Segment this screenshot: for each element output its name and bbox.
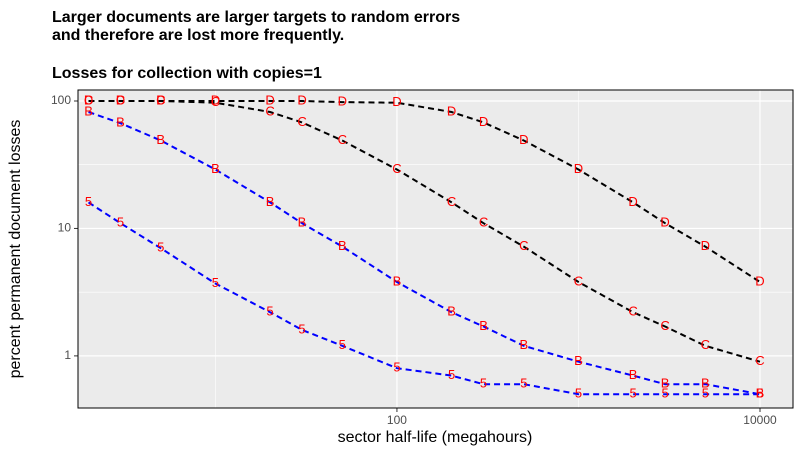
point-marker: 5	[157, 240, 164, 255]
y-tick-label: 1	[64, 348, 71, 362]
point-marker: B	[116, 115, 125, 130]
point-marker: D	[84, 92, 93, 107]
point-marker: 5	[629, 386, 636, 401]
point-marker: 5	[339, 337, 346, 352]
point-marker: 5	[520, 376, 527, 391]
point-marker: D	[479, 114, 488, 129]
point-marker: C	[297, 114, 306, 129]
point-marker: 5	[393, 360, 400, 375]
point-marker: C	[84, 92, 93, 107]
chart-subtitle: Losses for collection with copies=1	[52, 65, 322, 82]
y-tick-label: 100	[51, 93, 71, 107]
point-marker: D	[574, 161, 583, 176]
point-marker: B	[393, 273, 402, 288]
point-marker: B	[661, 376, 670, 391]
point-marker: C	[392, 161, 401, 176]
point-marker: 5	[85, 194, 92, 209]
x-tick-label: 10000	[743, 413, 777, 427]
point-marker: 5	[480, 376, 487, 391]
point-marker: B	[211, 161, 220, 176]
point-marker: B	[629, 367, 638, 382]
point-marker: B	[84, 103, 93, 118]
series-line	[88, 111, 761, 396]
point-marker: D	[211, 92, 220, 107]
point-marker: C	[447, 194, 456, 209]
point-marker: 5	[212, 275, 219, 290]
point-marker: C	[156, 92, 165, 107]
point-marker: D	[519, 132, 528, 147]
point-marker: C	[628, 304, 637, 319]
point-marker: 5	[575, 386, 582, 401]
point-marker: D	[755, 273, 764, 288]
point-marker: 5	[298, 321, 305, 336]
point-marker: 5	[448, 367, 455, 382]
point-marker: 5	[756, 386, 763, 401]
point-marker: D	[116, 92, 125, 107]
point-marker: D	[628, 194, 637, 209]
point-marker: 5	[117, 215, 124, 230]
plot-panel	[78, 90, 793, 408]
point-marker: C	[116, 92, 125, 107]
y-axis-label: percent permanent document losses	[7, 120, 24, 379]
chart-title: Larger documents are larger targets to r…	[52, 9, 460, 26]
x-axis-label: sector half-life (megahours)	[338, 429, 533, 446]
point-marker: D	[265, 92, 274, 107]
point-marker: B	[266, 194, 275, 209]
point-marker: B	[156, 132, 165, 147]
point-marker: B	[756, 386, 765, 401]
y-tick-label: 10	[58, 221, 72, 235]
point-marker: B	[447, 304, 456, 319]
point-marker: D	[660, 215, 669, 230]
point-marker: B	[574, 353, 583, 368]
point-marker: 5	[661, 386, 668, 401]
point-marker: C	[701, 337, 710, 352]
plot-border	[77, 89, 794, 409]
point-marker: B	[701, 376, 710, 391]
point-marker: D	[392, 94, 401, 109]
point-marker: D	[156, 92, 165, 107]
point-marker: D	[338, 94, 347, 109]
series-line	[88, 100, 761, 363]
chart-title-line: and therefore are lost more frequently.	[52, 27, 344, 44]
point-marker: B	[298, 215, 307, 230]
point-marker: D	[297, 92, 306, 107]
point-marker: C	[265, 103, 274, 118]
x-tick-label: 100	[387, 413, 407, 427]
point-marker: D	[701, 238, 710, 253]
series-line	[87, 201, 760, 396]
point-marker: C	[660, 318, 669, 333]
point-marker: D	[447, 103, 456, 118]
point-marker: C	[755, 353, 764, 368]
point-marker: C	[574, 273, 583, 288]
point-marker: B	[479, 318, 488, 333]
point-marker: 5	[266, 304, 273, 319]
point-marker: C	[479, 215, 488, 230]
point-marker: 5	[702, 386, 709, 401]
point-marker: B	[519, 337, 528, 352]
point-marker: C	[211, 94, 220, 109]
point-marker: C	[338, 132, 347, 147]
point-marker: B	[338, 238, 347, 253]
point-marker: C	[519, 238, 528, 253]
